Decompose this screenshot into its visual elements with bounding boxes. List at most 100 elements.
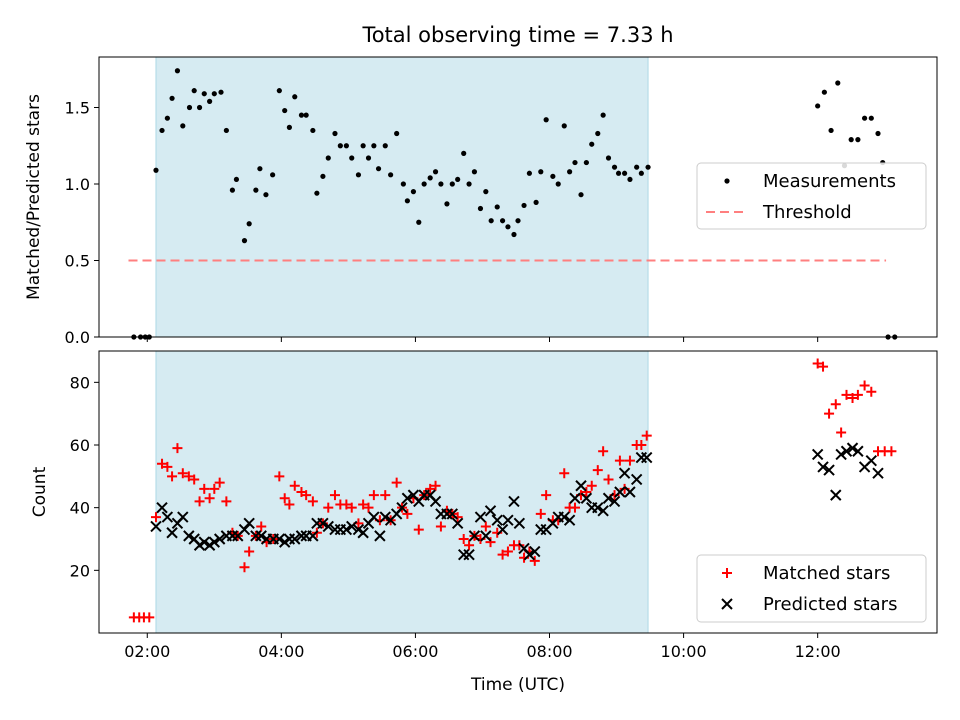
measurement-point (349, 155, 355, 161)
matched-star-point (480, 521, 491, 532)
matched-star-point (402, 508, 413, 519)
predicted-star-point (614, 486, 626, 498)
bottom-series-matched-stars (128, 358, 897, 623)
matched-star-point (341, 499, 352, 510)
predicted-star-point (608, 495, 621, 508)
predicted-star-point (852, 445, 864, 457)
measurement-point (477, 205, 484, 212)
measurement-point (191, 88, 197, 94)
x-tick-label: 10:00 (661, 642, 707, 661)
matched-star-point (430, 480, 441, 491)
measurement-point (400, 181, 406, 187)
predicted-star-point (569, 492, 581, 504)
measurement-point (427, 175, 433, 181)
predicted-star-point (451, 517, 464, 530)
top-y-tick-label: 1.0 (65, 175, 90, 194)
predicted-star-point (156, 501, 168, 514)
measurement-point (343, 143, 349, 149)
measurement-point (461, 150, 467, 156)
measurement-point (645, 164, 651, 170)
predicted-star-point (166, 527, 178, 539)
measurement-point (229, 187, 236, 193)
top-legend-box (696, 162, 927, 230)
predicted-star-point (513, 517, 526, 530)
predicted-star-point (463, 548, 475, 561)
matched-star-point (624, 455, 635, 466)
legend-measurement-swatch (724, 178, 730, 184)
matched-star-point (847, 393, 858, 403)
matched-star-point (636, 440, 647, 450)
measurement-point (526, 170, 532, 176)
predicted-star-point (846, 442, 859, 454)
bottom-series-predicted-stars (150, 442, 884, 561)
matched-star-point (391, 477, 402, 488)
measurement-point (561, 123, 567, 129)
predicted-star-point (208, 536, 221, 548)
matched-star-point (535, 508, 546, 519)
predicted-star-point (840, 445, 853, 457)
matched-star-point (614, 455, 625, 466)
measurement-point (449, 181, 455, 187)
predicted-star-point (558, 511, 570, 523)
measurement-point (223, 127, 229, 134)
measurement-point (471, 169, 478, 175)
measurement-point (538, 169, 544, 175)
matched-star-point (162, 461, 173, 472)
predicted-star-point (811, 448, 824, 461)
matched-star-point (144, 612, 155, 623)
measurement-point (211, 91, 217, 97)
measurement-point (382, 143, 388, 149)
matched-star-point (301, 490, 312, 501)
measurement-point (375, 166, 382, 172)
predicted-star-point (602, 492, 615, 504)
predicted-star-point (295, 530, 308, 542)
measurement-point (164, 115, 170, 121)
measurement-point (600, 112, 606, 118)
measurement-point (828, 127, 834, 134)
measurement-point (583, 159, 589, 166)
bottom-panel-count: 20 40 60 80 02:00 04:00 06:00 08:00 10:00 12:00 Co… (30, 350, 938, 661)
measurement-point (615, 170, 622, 176)
matched-star-point (413, 524, 424, 535)
matched-star-point (497, 549, 508, 560)
predicted-star-point (529, 545, 541, 558)
matched-star-point (425, 483, 436, 494)
measurement-point (404, 198, 410, 204)
matched-star-point (157, 458, 168, 469)
measurement-point (550, 173, 556, 179)
measurement-point (196, 104, 203, 111)
measurement-point (627, 176, 633, 183)
measurement-point (159, 127, 165, 134)
matched-star-point (363, 502, 374, 513)
measurement-point (875, 130, 881, 137)
matched-star-point (358, 499, 369, 510)
measurement-point (533, 199, 539, 205)
predicted-star-point (563, 514, 576, 526)
matched-star-point (830, 399, 841, 410)
matched-star-point (569, 502, 580, 513)
matched-star-point (194, 496, 205, 507)
measurement-point (578, 192, 584, 198)
predicted-star-point (429, 495, 442, 508)
matched-star-point (641, 430, 652, 441)
top-y-tick-label: 1.5 (65, 98, 90, 117)
measurement-point (388, 172, 394, 178)
bottom-legend-box (696, 554, 927, 623)
measurement-point (444, 201, 450, 207)
bottom-observing-window (155, 350, 649, 634)
predicted-star-point (484, 505, 497, 517)
chart-title: Total observing time = 7.33 h (361, 23, 673, 47)
measurement-point (505, 224, 511, 230)
measurement-point (821, 89, 827, 95)
measurement-point (589, 141, 595, 147)
x-tick-label: 12:00 (795, 642, 841, 661)
top-axes-frame (98, 56, 938, 338)
matched-star-point (284, 499, 295, 510)
predicted-star-point (374, 530, 386, 542)
predicted-star-point (491, 514, 503, 526)
bottom-y-tick-label: 80 (70, 373, 90, 392)
legend-label: Predicted stars (763, 594, 897, 615)
measurement-point (174, 68, 181, 74)
matched-star-point (866, 386, 877, 397)
measurement-point (848, 137, 854, 143)
